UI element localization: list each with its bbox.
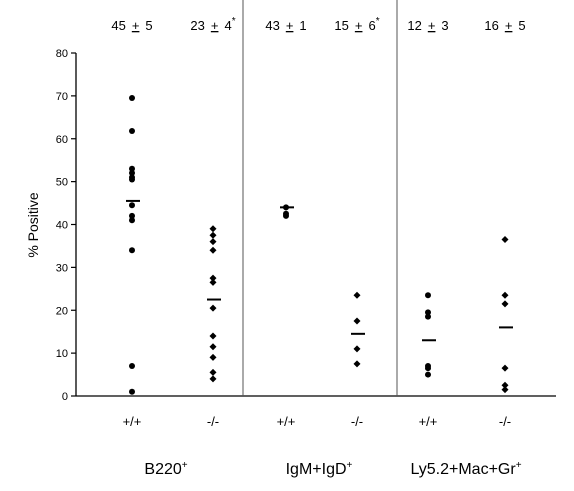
group-label-sup: + (182, 460, 188, 471)
data-point-circle (129, 170, 135, 177)
data-points (129, 95, 509, 395)
data-point-diamond (209, 332, 217, 340)
summary-mean: 45 (111, 18, 125, 33)
data-point-diamond (209, 353, 217, 361)
y-tick-label: 40 (56, 220, 68, 232)
data-point-circle (425, 313, 431, 320)
data-point-diamond (353, 345, 361, 353)
summary-sem: 5 (145, 18, 152, 33)
data-point-circle (425, 292, 431, 299)
data-point-circle (129, 95, 135, 102)
data-point-diamond (209, 343, 217, 351)
summary-pm: + (428, 18, 436, 33)
y-axis-label: % Positive (25, 192, 41, 258)
group-label-sup: + (516, 460, 522, 471)
summary-sem: 4 (224, 18, 231, 33)
data-point-circle (425, 309, 431, 316)
mean-lines (126, 199, 513, 342)
group-dividers (242, 0, 398, 396)
data-point-circle (129, 247, 135, 254)
category-labels: +/+ -/- +/+ -/- +/+ -/- (123, 414, 512, 429)
summary-mean: 23 (190, 18, 204, 33)
summary-sem: 3 (441, 18, 448, 33)
data-point-diamond (209, 304, 217, 312)
summary-label: 16 +5 (484, 18, 525, 33)
data-point-diamond (501, 236, 509, 244)
summary-pm: + (132, 18, 140, 33)
y-tick-label: 0 (62, 391, 68, 403)
category-label: +/+ (277, 414, 296, 429)
data-point-circle (129, 212, 135, 219)
y-tick-label: 20 (56, 305, 68, 317)
y-axis: 0 10 20 30 40 50 60 70 80 (56, 48, 556, 403)
category-label: +/+ (419, 414, 438, 429)
group-label: B220+ (144, 460, 187, 478)
group-label-text: B220 (144, 461, 181, 478)
summary-labels: 45 +5 23 +4* 43 +1 15 +6* 12 +3 16 +5 (111, 16, 525, 33)
data-point-circle (129, 128, 135, 135)
group-label-sup: + (347, 460, 353, 471)
category-label: +/+ (123, 414, 142, 429)
summary-label: 43 +1 (265, 18, 306, 33)
data-point-diamond (209, 375, 217, 383)
summary-mean: 12 (407, 18, 421, 33)
summary-sem: 5 (518, 18, 525, 33)
data-point-diamond (353, 360, 361, 368)
summary-sem: 6 (368, 18, 375, 33)
summary-sem: 1 (299, 18, 306, 33)
data-point-diamond (501, 291, 509, 299)
data-point-diamond (209, 278, 217, 286)
summary-significance: * (232, 16, 236, 27)
data-point-diamond (209, 246, 217, 254)
y-tick-label: 70 (56, 91, 68, 103)
group-label: Ly5.2+Mac+Gr+ (410, 460, 521, 478)
data-point-circle (129, 362, 135, 369)
data-point-diamond (209, 368, 217, 376)
data-point-diamond (501, 386, 509, 394)
data-point-diamond (209, 225, 217, 233)
summary-label: 12 +3 (407, 18, 448, 33)
summary-pm: + (355, 18, 363, 33)
summary-mean: 43 (265, 18, 279, 33)
y-tick-label: 10 (56, 348, 68, 360)
summary-mean: 16 (484, 18, 498, 33)
group-label-text: IgM+IgD (286, 461, 347, 478)
data-point-circle (129, 176, 135, 183)
data-point-diamond (353, 291, 361, 299)
summary-label: 45 +5 (111, 18, 152, 33)
data-point-circle (283, 212, 289, 219)
data-point-diamond (209, 238, 217, 246)
data-point-diamond (209, 231, 217, 239)
data-point-circle (129, 202, 135, 209)
group-label: IgM+IgD+ (286, 460, 353, 478)
data-point-diamond (209, 274, 217, 282)
summary-pm: + (211, 18, 219, 33)
category-label: -/- (351, 414, 363, 429)
category-label: -/- (207, 414, 219, 429)
data-point-diamond (501, 300, 509, 308)
data-point-diamond (353, 317, 361, 325)
summary-significance: * (376, 16, 380, 27)
summary-label: 15 +6* (334, 16, 379, 33)
summary-pm: + (286, 18, 294, 33)
y-tick-label: 60 (56, 134, 68, 146)
data-point-diamond (501, 364, 509, 372)
data-point-circle (425, 371, 431, 378)
group-labels: B220+ IgM+IgD+ Ly5.2+Mac+Gr+ (144, 460, 521, 478)
summary-pm: + (505, 18, 513, 33)
y-tick-label: 80 (56, 48, 68, 60)
data-point-diamond (501, 381, 509, 389)
group-label-text: Ly5.2+Mac+Gr (410, 461, 516, 478)
category-label: -/- (499, 414, 511, 429)
summary-label: 23 +4* (190, 16, 235, 33)
data-point-circle (129, 388, 135, 395)
data-point-circle (425, 365, 431, 372)
summary-mean: 15 (334, 18, 348, 33)
y-tick-label: 30 (56, 262, 68, 274)
data-point-circle (129, 165, 135, 172)
y-tick-label: 50 (56, 177, 68, 189)
data-point-circle (129, 217, 135, 224)
